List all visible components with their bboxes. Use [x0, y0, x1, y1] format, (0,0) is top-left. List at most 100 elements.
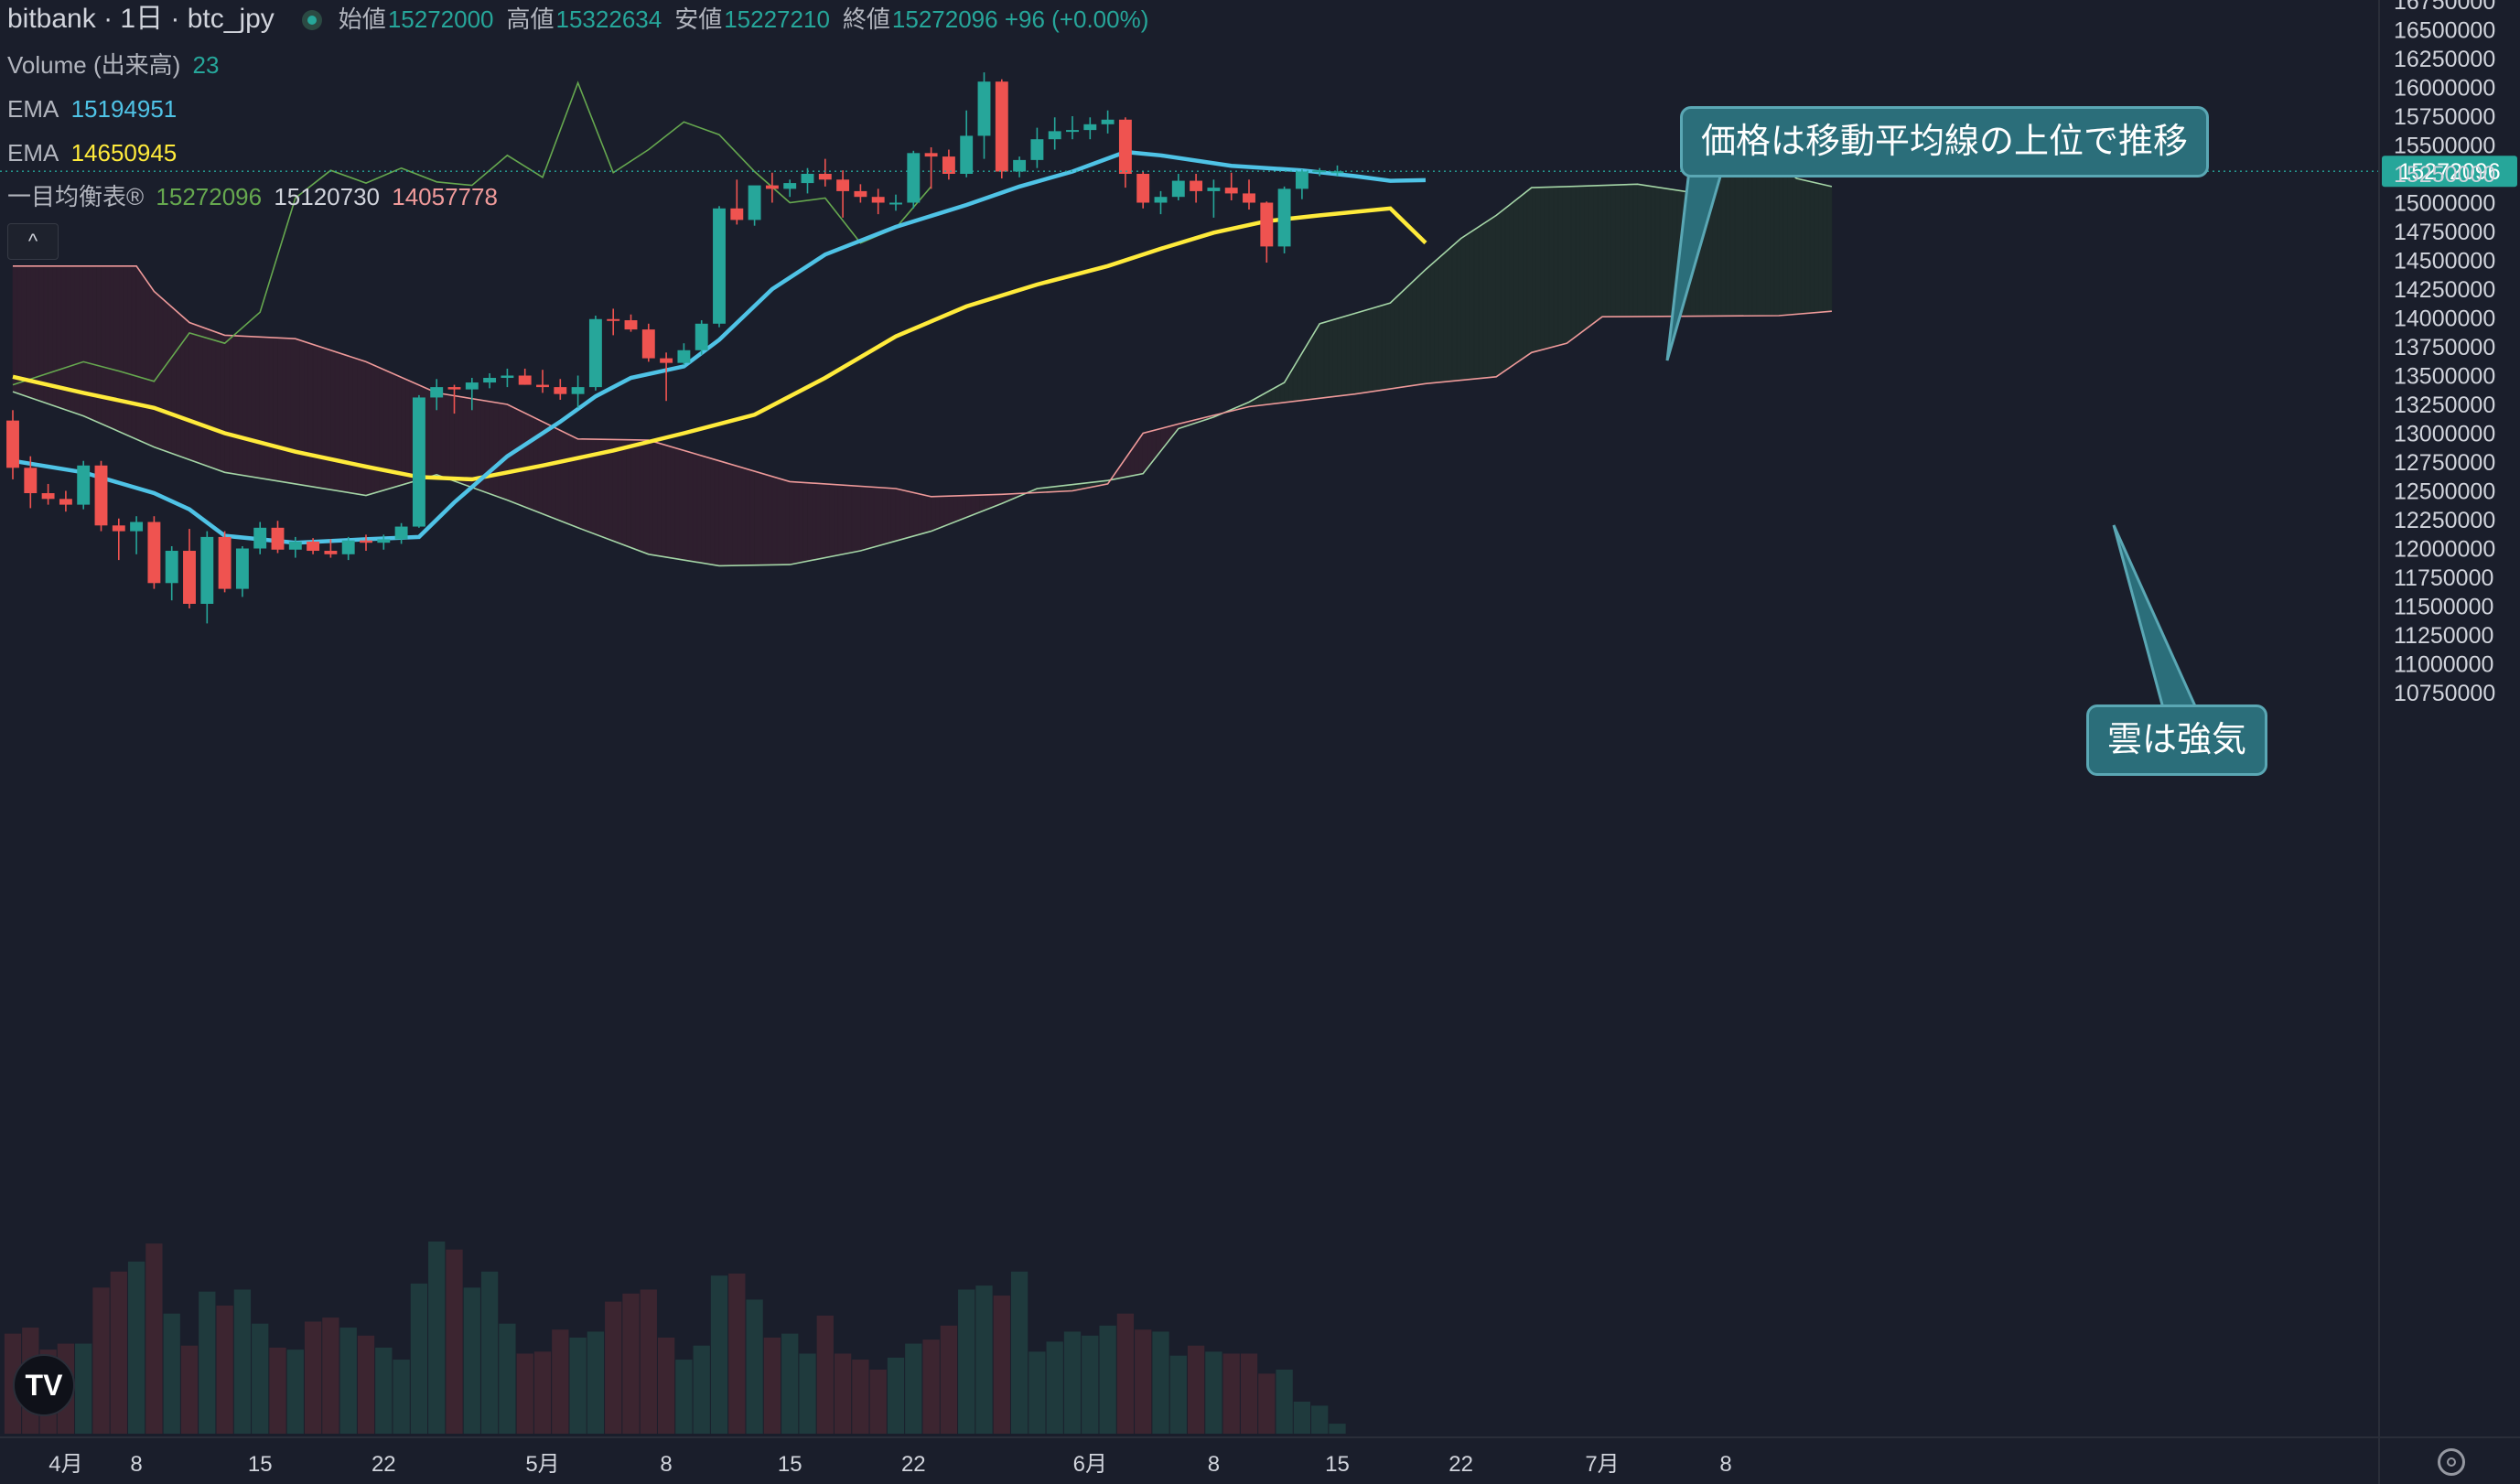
cloud-segment [684, 449, 689, 562]
cloud-segment [1743, 155, 1749, 317]
cloud-segment [1787, 170, 1793, 316]
cloud-segment [864, 486, 870, 551]
cloud-segment [1416, 273, 1422, 386]
volume-legend[interactable]: Volume (出来高) 23 [7, 51, 224, 79]
price-tick-label: 10750000 [2394, 681, 2495, 706]
cloud-segment [1301, 344, 1308, 401]
cloud-segment [1403, 285, 1408, 388]
cloud-segment [1367, 307, 1373, 393]
annotation-callout-cloud[interactable]: 雲は強気 [2086, 704, 2268, 776]
cloud-segment [904, 489, 910, 540]
price-tick-label: 11750000 [2394, 565, 2493, 591]
cloud-segment [237, 335, 243, 476]
cloud-segment [1668, 188, 1674, 317]
candle-body [77, 465, 91, 505]
candle-body [677, 349, 691, 363]
cloud-segment [740, 467, 747, 566]
annotation-callout-price[interactable]: 価格は移動平均線の上位で推移 [1680, 106, 2210, 177]
candle-body [1260, 202, 1274, 247]
candle-body [871, 197, 885, 203]
cloud-segment [1642, 184, 1647, 317]
price-tick-label: 16250000 [2394, 47, 2495, 72]
cloud-segment [343, 354, 350, 493]
cloud-segment [820, 483, 826, 559]
ohlc-open-value: 15272000 [387, 5, 494, 33]
cloud-segment [776, 477, 781, 565]
cloud-segment [1460, 234, 1466, 381]
time-tick-label: 15 [1325, 1452, 1350, 1477]
volume-bar [1135, 1329, 1152, 1434]
volume-bar [1082, 1335, 1099, 1434]
ema-slow-legend[interactable]: EMA 14650945 [7, 139, 182, 167]
volume-bar [322, 1317, 339, 1434]
cloud-segment [979, 494, 985, 513]
cloud-segment [714, 458, 720, 566]
cloud-segment [105, 265, 111, 428]
cloud-segment [630, 439, 636, 550]
symbol-title[interactable]: bitbank · 1日 · btc_jpy [7, 4, 275, 34]
cloud-segment [471, 398, 477, 489]
cloud-segment [732, 464, 738, 566]
volume-value: 23 [192, 51, 220, 79]
chikou-span-line [12, 81, 932, 386]
cloud-segment [321, 347, 327, 489]
cloud-segment [304, 340, 309, 487]
time-tick-label: 15 [778, 1452, 802, 1477]
candle-body [200, 536, 214, 604]
cloud-segment [899, 489, 905, 541]
price-tick-label: 15500000 [2394, 134, 2495, 159]
volume-bar [1329, 1424, 1346, 1434]
cloud-segment [1142, 431, 1148, 475]
candle-body [1224, 188, 1238, 194]
last-price-label: 15272096 [2398, 159, 2500, 185]
cloud-segment [1531, 187, 1536, 353]
cloud-segment [285, 338, 292, 484]
cloud-segment [798, 481, 803, 564]
volume-bar [286, 1350, 304, 1434]
price-tick-label: 15750000 [2394, 104, 2495, 130]
cloud-segment [180, 314, 186, 459]
cloud-segment [1659, 187, 1664, 317]
cloud-segment [723, 461, 728, 566]
cloud-segment [334, 350, 340, 492]
time-tick-label: 4月 [48, 1452, 82, 1477]
cloud-segment [727, 463, 733, 566]
tradingview-logo-icon[interactable]: TV [13, 1354, 75, 1416]
cloud-segment [551, 425, 556, 520]
cloud-segment [290, 338, 296, 485]
cloud-segment [1650, 186, 1656, 317]
cloud-segment [887, 488, 892, 544]
cloud-segment [824, 483, 830, 558]
ichimoku-legend[interactable]: 一目均衡表® 15272096 15120730 14057778 [7, 183, 503, 210]
ema-fast-label: EMA [7, 95, 59, 123]
volume-bar [1205, 1351, 1222, 1434]
cloud-segment [1407, 281, 1413, 387]
cloud-segment [1729, 161, 1736, 317]
ohlc-close-label: 終値 [842, 5, 890, 33]
volume-bar [304, 1321, 322, 1434]
volume-bar [1099, 1325, 1116, 1434]
cloud-segment [1359, 310, 1364, 394]
cloud-segment [374, 365, 380, 494]
volume-bar [1240, 1353, 1258, 1434]
candle-body [607, 318, 620, 321]
cloud-segment [1610, 184, 1616, 317]
cloud-segment [1469, 229, 1475, 380]
ohlc-close-value: 15272096 +96 (+0.00%) [891, 5, 1149, 33]
time-tick-label: 22 [372, 1452, 396, 1477]
candle-body [1313, 170, 1327, 173]
candle-body [1330, 171, 1344, 174]
collapse-legend-button[interactable]: ^ [7, 223, 59, 260]
cloud-segment [670, 446, 676, 559]
settings-icon[interactable] [2438, 1448, 2465, 1476]
volume-bar [75, 1343, 92, 1434]
candle-body [1013, 159, 1027, 172]
volume-bar [746, 1299, 763, 1434]
cloud-segment [277, 337, 283, 482]
cloud-segment [873, 487, 879, 548]
volume-bar [463, 1287, 480, 1434]
cloud-segment [193, 323, 199, 464]
ema-fast-legend[interactable]: EMA 15194951 [7, 95, 182, 123]
